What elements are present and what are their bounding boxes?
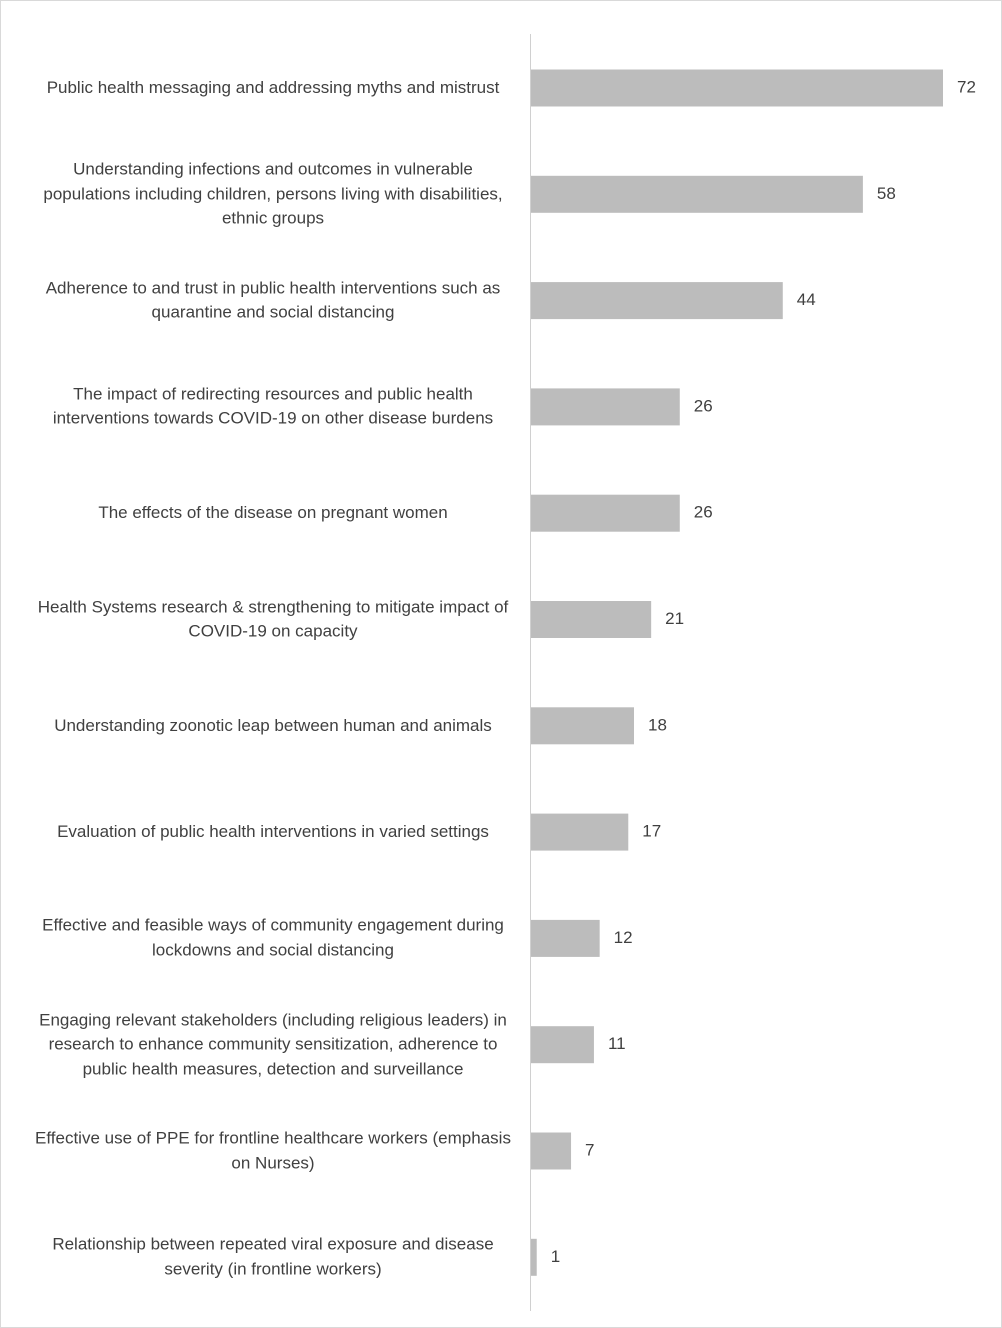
- data-label: 18: [648, 715, 667, 734]
- bar: [531, 494, 680, 532]
- bar: [531, 707, 634, 745]
- bar: [531, 1026, 594, 1064]
- bar: [531, 175, 863, 213]
- data-label: 58: [877, 184, 896, 203]
- bar: [531, 1238, 537, 1276]
- data-label: 44: [797, 290, 816, 309]
- data-label: 11: [608, 1034, 626, 1053]
- category-label: Adherence to and trust in public health …: [45, 278, 501, 322]
- bar: [531, 601, 652, 638]
- category-label: Understanding zoonotic leap between huma…: [54, 715, 492, 735]
- category-label: The impact of redirecting resources and …: [52, 384, 494, 428]
- data-label: 1: [551, 1247, 560, 1266]
- data-label: 72: [957, 77, 976, 96]
- data-label: 17: [642, 822, 661, 841]
- category-label: Evaluation of public health intervention…: [57, 821, 489, 841]
- bar: [531, 69, 943, 107]
- data-label: 21: [665, 609, 684, 628]
- data-label: 26: [694, 396, 713, 415]
- data-label: 12: [614, 928, 633, 947]
- category-label: Understanding infections and outcomes in…: [43, 159, 503, 228]
- category-label: Public health messaging and addressing m…: [46, 77, 500, 97]
- data-label: 26: [694, 503, 713, 522]
- category-label: The effects of the disease on pregnant w…: [98, 502, 448, 522]
- category-label: Effective use of PPE for frontline healt…: [35, 1128, 511, 1173]
- bar: [531, 388, 680, 426]
- category-label: Effective and feasible ways of community…: [42, 915, 504, 960]
- bar: [531, 282, 783, 320]
- data-label: 7: [585, 1140, 594, 1159]
- bar: [531, 813, 629, 851]
- bar: [531, 1132, 572, 1170]
- category-label: Relationship between repeated viral expo…: [52, 1234, 494, 1279]
- category-label: Health Systems research & strengthening …: [37, 597, 509, 641]
- category-label: Engaging relevant stakeholders (includin…: [39, 1009, 507, 1078]
- bar: [531, 919, 600, 957]
